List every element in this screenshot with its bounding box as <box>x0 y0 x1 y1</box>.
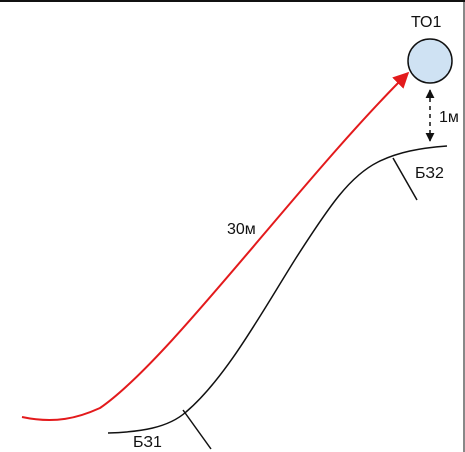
boundary-2-label: БЗ2 <box>415 165 444 182</box>
boundary-2-tick <box>392 157 418 201</box>
vertical-distance-label: 1м <box>439 109 459 126</box>
path-arrow <box>21 71 410 422</box>
target-label: ТО1 <box>411 14 442 31</box>
boundary-1-tick <box>182 409 212 450</box>
slope-profile-curve <box>107 145 448 434</box>
boundary-1-label: БЗ1 <box>133 434 162 451</box>
target-circle <box>407 38 453 84</box>
path-distance-label: 30м <box>227 221 256 238</box>
